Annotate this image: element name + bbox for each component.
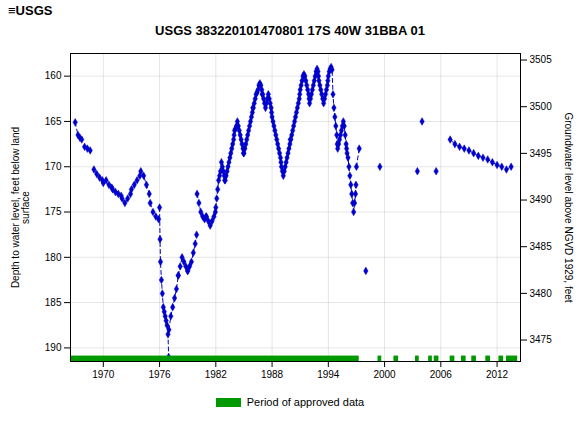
svg-text:190: 190 [45, 342, 62, 353]
svg-text:175: 175 [45, 206, 62, 217]
svg-text:165: 165 [45, 116, 62, 127]
svg-text:3475: 3475 [530, 334, 553, 345]
svg-text:1970: 1970 [92, 369, 115, 380]
svg-text:3485: 3485 [530, 241, 553, 252]
svg-text:Groundwater level above NGVD 1: Groundwater level above NGVD 1929, feet [563, 112, 574, 302]
svg-text:1982: 1982 [205, 369, 228, 380]
svg-text:185: 185 [45, 297, 62, 308]
svg-text:2012: 2012 [486, 369, 509, 380]
svg-text:3480: 3480 [530, 288, 553, 299]
svg-text:1988: 1988 [261, 369, 284, 380]
svg-text:3500: 3500 [530, 101, 553, 112]
svg-text:160: 160 [45, 70, 62, 81]
svg-text:180: 180 [45, 252, 62, 263]
html-text:USGS 383220101470801 17S 40W 3: USGS 383220101470801 17S 40W 31BBA 01 [155, 23, 425, 38]
svg-text:2000: 2000 [373, 369, 396, 380]
svg-text:1976: 1976 [148, 369, 171, 380]
svg-text:2006: 2006 [430, 369, 453, 380]
html-text:≡USGS: ≡USGS [8, 3, 53, 18]
svg-text:1994: 1994 [317, 369, 340, 380]
svg-text:3495: 3495 [530, 148, 553, 159]
svg-text:3505: 3505 [530, 54, 553, 65]
svg-text:170: 170 [45, 161, 62, 172]
svg-text:Depth to water level, feet bel: Depth to water level, feet below landsur… [10, 127, 31, 288]
html-text:Period of approved data: Period of approved data [246, 396, 365, 408]
svg-text:3490: 3490 [530, 194, 553, 205]
